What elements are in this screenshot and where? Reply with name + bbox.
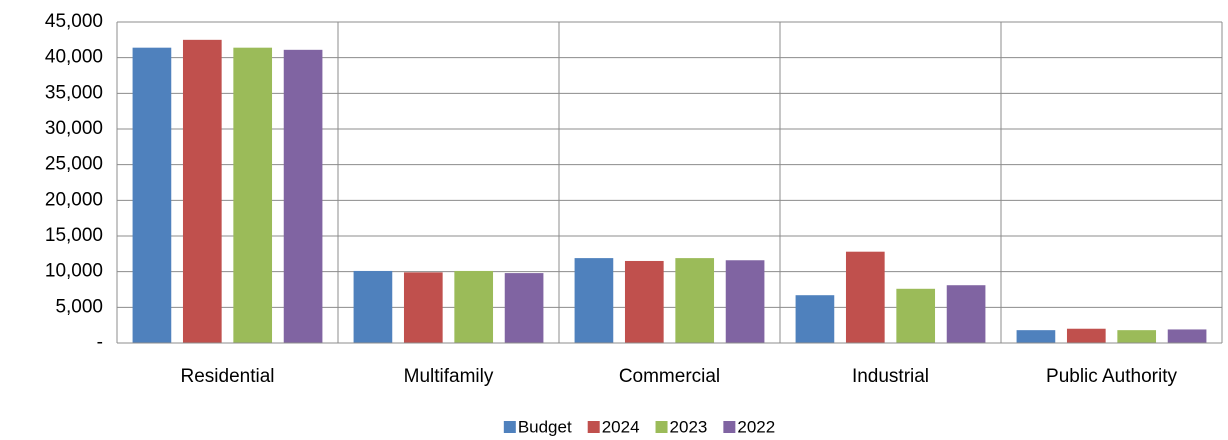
x-tick-label: Residential — [181, 366, 275, 387]
legend-label: 2023 — [670, 417, 708, 436]
y-tick-label: 15,000 — [45, 225, 103, 246]
bar — [182, 39, 222, 343]
bar — [896, 288, 936, 343]
bar — [454, 270, 494, 343]
legend-swatch — [587, 421, 600, 433]
y-tick-label: 20,000 — [45, 189, 103, 210]
y-tick-label: 30,000 — [45, 118, 103, 139]
y-tick-label: - — [97, 332, 103, 353]
bar — [675, 258, 715, 343]
x-tick-label: Commercial — [619, 366, 720, 387]
y-tick-label: 35,000 — [45, 82, 103, 103]
legend-swatch — [723, 421, 736, 433]
legend: Budget 2024 2023 2022 — [503, 417, 775, 436]
bar — [504, 273, 544, 343]
bar — [624, 260, 664, 343]
bar — [845, 251, 885, 343]
legend-swatch — [503, 421, 516, 433]
y-tick-label: 40,000 — [45, 47, 103, 68]
bar — [946, 285, 986, 343]
y-tick-label: 45,000 — [45, 11, 103, 32]
bar — [233, 47, 273, 344]
legend-label: Budget — [518, 417, 572, 436]
bar — [283, 49, 323, 343]
bar — [795, 295, 835, 343]
y-tick-label: 10,000 — [45, 261, 103, 282]
bar — [1167, 329, 1207, 343]
bar — [1117, 330, 1157, 343]
x-tick-label: Public Authority — [1046, 366, 1177, 387]
legend-swatch — [655, 421, 668, 433]
x-tick-label: Multifamily — [404, 366, 494, 387]
bar — [403, 272, 443, 343]
bar — [132, 47, 172, 344]
y-tick-label: 25,000 — [45, 154, 103, 175]
bar — [1066, 328, 1106, 343]
y-tick-label: 5,000 — [55, 296, 103, 317]
legend-label: 2022 — [737, 417, 775, 436]
x-tick-label: Industrial — [852, 366, 929, 387]
bar — [725, 260, 765, 343]
bar — [353, 270, 393, 343]
bar — [1016, 330, 1056, 343]
legend-label: 2024 — [602, 417, 640, 436]
bar — [574, 258, 614, 343]
